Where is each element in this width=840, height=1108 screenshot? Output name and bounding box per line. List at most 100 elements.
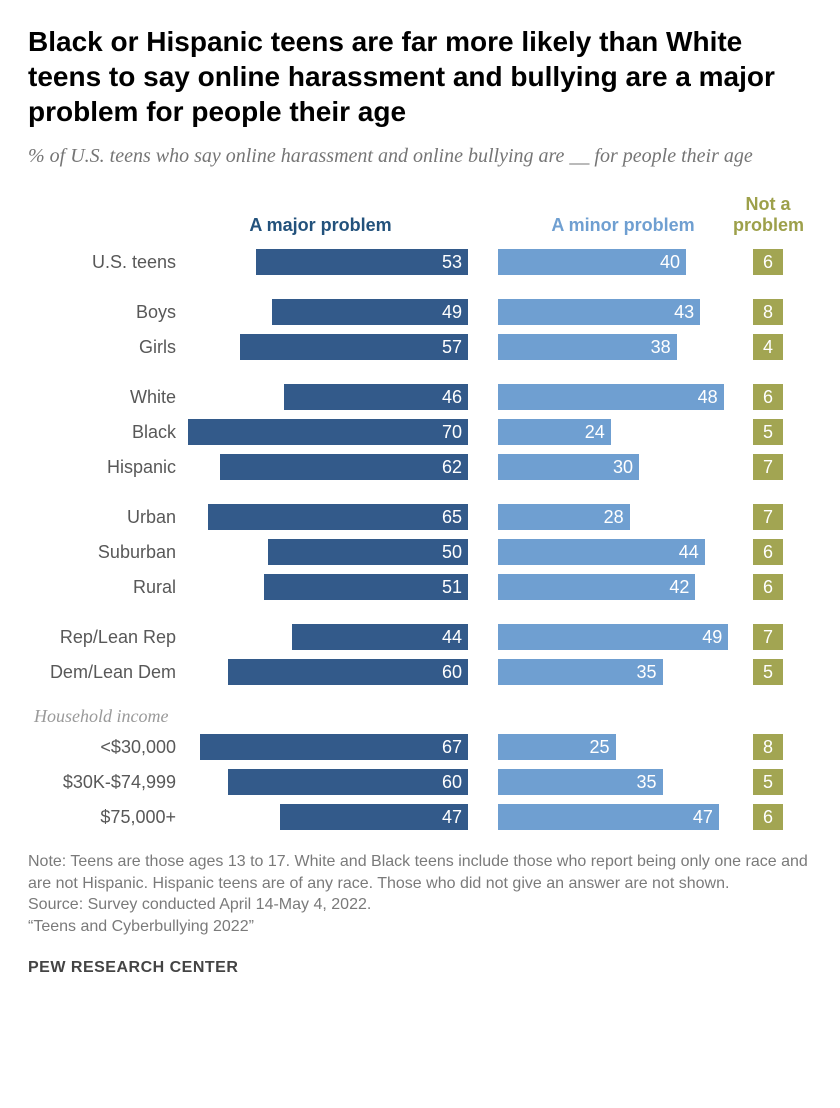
bar-major: 70 (188, 419, 468, 445)
legend-row: A major problem A minor problem Not a pr… (28, 194, 812, 236)
data-row: Dem/Lean Dem 60 35 5 (28, 656, 812, 688)
data-row: $30K-$74,999 60 35 5 (28, 766, 812, 798)
bar-minor: 47 (498, 804, 719, 830)
bar-major: 47 (280, 804, 468, 830)
row-label: Girls (28, 337, 188, 358)
data-row: Urban 65 28 7 (28, 501, 812, 533)
row-group: Boys 49 43 8 Girls 57 38 4 (28, 296, 812, 363)
badge-not: 7 (753, 504, 783, 530)
row-label: White (28, 387, 188, 408)
legend-major: A major problem (188, 215, 483, 236)
badge-not: 6 (753, 539, 783, 565)
value-major: 70 (442, 422, 468, 443)
value-minor: 49 (702, 627, 728, 648)
row-group: Rep/Lean Rep44497Dem/Lean Dem60355 (28, 621, 812, 688)
source-text: Source: Survey conducted April 14-May 4,… (28, 894, 812, 916)
note-text: Note: Teens are those ages 13 to 17. Whi… (28, 851, 812, 894)
chart-body: A major problem A minor problem Not a pr… (28, 194, 812, 833)
row-label: Urban (28, 507, 188, 528)
legend-minor: A minor problem (483, 215, 733, 236)
bar-major: 60 (228, 659, 468, 685)
data-row: White 46 48 6 (28, 381, 812, 413)
row-group: Household income<$30,00067258$30K-$74,99… (28, 706, 812, 833)
row-group: U.S. teens 53 40 6 (28, 246, 812, 278)
value-minor: 44 (679, 542, 705, 563)
bar-major: 53 (256, 249, 468, 275)
data-row: U.S. teens 53 40 6 (28, 246, 812, 278)
value-major: 50 (442, 542, 468, 563)
data-row: <$30,00067258 (28, 731, 812, 763)
value-major: 49 (442, 302, 468, 323)
chart-title: Black or Hispanic teens are far more lik… (28, 24, 812, 129)
chart-notes: Note: Teens are those ages 13 to 17. Whi… (28, 851, 812, 937)
row-label: Boys (28, 302, 188, 323)
row-label: Suburban (28, 542, 188, 563)
value-major: 53 (442, 252, 468, 273)
bar-minor: 25 (498, 734, 616, 760)
bar-minor: 35 (498, 659, 663, 685)
value-minor: 24 (585, 422, 611, 443)
bar-major: 49 (272, 299, 468, 325)
bar-major: 60 (228, 769, 468, 795)
value-major: 57 (442, 337, 468, 358)
data-row: Girls 57 38 4 (28, 331, 812, 363)
badge-not: 5 (753, 419, 783, 445)
data-row: Boys 49 43 8 (28, 296, 812, 328)
group-heading: Household income (28, 706, 812, 727)
bar-minor: 42 (498, 574, 695, 600)
bar-minor: 48 (498, 384, 724, 410)
row-label: $30K-$74,999 (28, 772, 188, 793)
badge-not: 6 (753, 574, 783, 600)
row-label: Rep/Lean Rep (28, 627, 188, 648)
data-row: Suburban 50 44 6 (28, 536, 812, 568)
value-minor: 38 (651, 337, 677, 358)
bar-major: 57 (240, 334, 468, 360)
value-minor: 35 (636, 662, 662, 683)
badge-not: 6 (753, 384, 783, 410)
data-row: $75,000+ 47 47 6 (28, 801, 812, 833)
bar-major: 50 (268, 539, 468, 565)
legend-not: Not a problem (733, 194, 803, 236)
footer-attribution: PEW RESEARCH CENTER (28, 959, 812, 977)
row-group: White46486Black70245Hispanic62307 (28, 381, 812, 483)
badge-not: 5 (753, 659, 783, 685)
value-minor: 25 (589, 737, 615, 758)
value-major: 46 (442, 387, 468, 408)
chart-subtitle: % of U.S. teens who say online harassmen… (28, 143, 812, 170)
badge-not: 5 (753, 769, 783, 795)
bar-major: 62 (220, 454, 468, 480)
row-label: Hispanic (28, 457, 188, 478)
badge-not: 8 (753, 299, 783, 325)
row-label: Black (28, 422, 188, 443)
row-label: $75,000+ (28, 807, 188, 828)
bar-minor: 35 (498, 769, 663, 795)
bar-major: 46 (284, 384, 468, 410)
value-minor: 28 (604, 507, 630, 528)
report-text: “Teens and Cyberbullying 2022” (28, 916, 812, 938)
bar-minor: 28 (498, 504, 630, 530)
row-label: U.S. teens (28, 252, 188, 273)
value-major: 47 (442, 807, 468, 828)
value-major: 60 (442, 662, 468, 683)
value-minor: 48 (698, 387, 724, 408)
row-label: <$30,000 (28, 737, 188, 758)
value-major: 60 (442, 772, 468, 793)
badge-not: 6 (753, 804, 783, 830)
value-minor: 42 (669, 577, 695, 598)
row-label: Rural (28, 577, 188, 598)
bar-major: 44 (292, 624, 468, 650)
badge-not: 6 (753, 249, 783, 275)
data-row: Hispanic62307 (28, 451, 812, 483)
value-major: 65 (442, 507, 468, 528)
data-row: Rep/Lean Rep44497 (28, 621, 812, 653)
value-minor: 35 (636, 772, 662, 793)
value-major: 67 (442, 737, 468, 758)
bar-minor: 30 (498, 454, 639, 480)
badge-not: 4 (753, 334, 783, 360)
row-group: Urban65287Suburban50446Rural51426 (28, 501, 812, 603)
value-minor: 40 (660, 252, 686, 273)
value-minor: 43 (674, 302, 700, 323)
row-label: Dem/Lean Dem (28, 662, 188, 683)
value-minor: 30 (613, 457, 639, 478)
bar-minor: 40 (498, 249, 686, 275)
